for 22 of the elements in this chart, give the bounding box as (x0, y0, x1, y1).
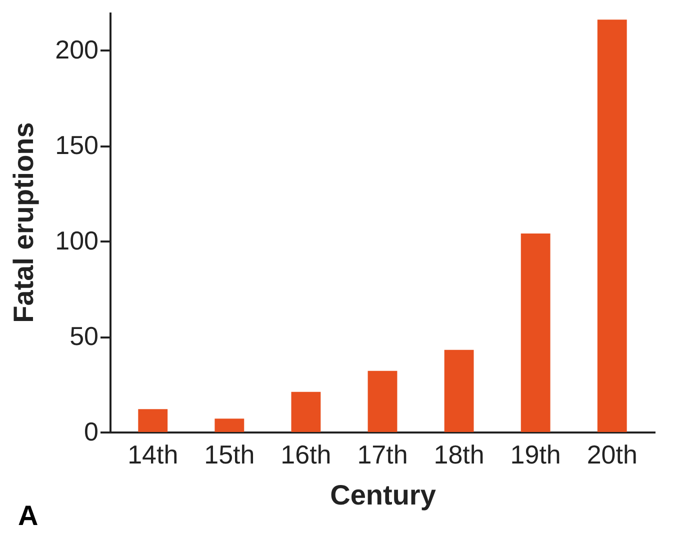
text: A (18, 500, 38, 532)
x-tick-label: 16th (280, 440, 332, 470)
bar (291, 392, 321, 432)
x-tick-label: 17th (357, 440, 408, 470)
bar (520, 233, 550, 432)
y-tick-label: 200 (55, 34, 98, 65)
x-tick-label: 18th (434, 440, 484, 470)
y-axis-title: Fatal eruptions (8, 122, 40, 323)
bar (138, 409, 168, 432)
x-axis-title: Century (330, 480, 436, 510)
bar (368, 370, 398, 432)
x-tick-label: 14th (128, 440, 178, 470)
y-tick-label: 150 (55, 130, 98, 160)
y-tick-label: 50 (70, 321, 98, 352)
bar (444, 350, 474, 432)
y-tick-label: 100 (55, 226, 98, 256)
bar (597, 20, 627, 432)
x-tick-label: 19th (510, 440, 561, 470)
y-tick-label: 0 (84, 416, 98, 446)
bar (214, 418, 244, 432)
x-tick-label: 15th (204, 440, 255, 470)
x-tick-label: 20th (586, 440, 638, 470)
